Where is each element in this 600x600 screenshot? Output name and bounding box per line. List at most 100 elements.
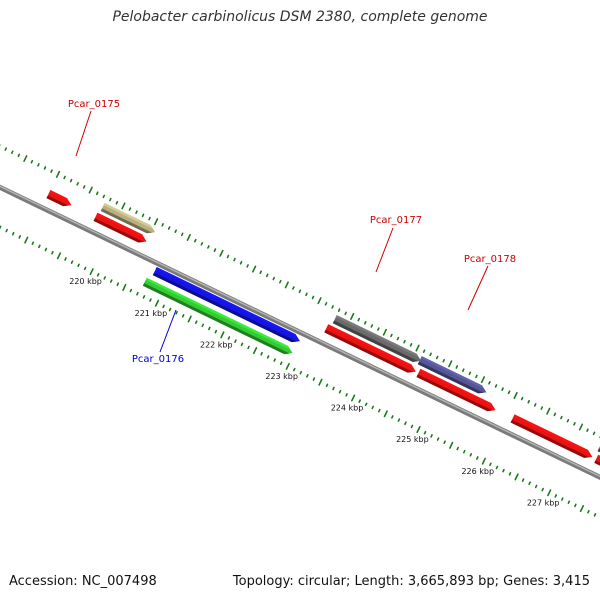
feature-highlight (155, 266, 298, 338)
inner-scale-tick (325, 383, 329, 388)
outer-scale-tick (501, 387, 504, 391)
inner-scale-tick (181, 314, 185, 318)
inner-scale-tick (397, 418, 401, 422)
outer-scale-tick (37, 163, 40, 167)
gene-label-pcar_0177[interactable]: Pcar_0177 (370, 215, 422, 226)
inner-scale-tick (266, 355, 270, 359)
inner-scale-tick (11, 231, 15, 236)
outer-scale-tick (43, 166, 47, 170)
outer-scale-tick (442, 358, 446, 363)
inner-scale-tick (521, 478, 525, 482)
inner-scale-tick (5, 228, 8, 233)
inner-scale-tick (56, 252, 62, 260)
feature-blue-arrow[interactable] (152, 266, 300, 343)
topology-text: Topology: circular; Length: 3,665,893 bp… (232, 574, 590, 589)
inner-scale-tick (574, 503, 577, 508)
outer-scale-tick (88, 186, 93, 194)
scale-label: 220 kbp (69, 277, 102, 286)
outer-scale-tick (409, 343, 413, 347)
feature-Pcar_0177[interactable] (332, 315, 422, 362)
outer-scale-tick (102, 194, 106, 199)
inner-scale-tick (593, 513, 597, 517)
outer-scale-tick (527, 399, 530, 404)
inner-scale-tick (423, 430, 427, 435)
feature-Pcar_0178[interactable] (417, 356, 487, 394)
leader-line-pcar_0178 (467, 265, 489, 311)
outer-scale-tick (578, 423, 584, 431)
scale-label: 226 kbp (461, 467, 494, 476)
feature-red-arrow-c[interactable] (416, 368, 496, 412)
inner-scale-tick (371, 405, 375, 410)
inner-scale-tick (96, 272, 100, 277)
inner-scale-tick (449, 441, 454, 449)
inner-scale-tick (587, 509, 590, 514)
inner-scale-tick (208, 326, 211, 331)
feature-highlight (513, 414, 590, 454)
feature-red-arrow-b[interactable] (324, 324, 416, 373)
outer-scale-tick (200, 242, 204, 246)
inner-scale-tick (306, 374, 309, 378)
outer-scale-tick (174, 229, 177, 233)
inner-scale-tick (18, 235, 22, 239)
inner-scale-tick (116, 282, 120, 287)
outer-scale-tick (533, 403, 537, 407)
inner-scale-tick (554, 494, 558, 498)
gene-label-pcar_0175[interactable]: Pcar_0175 (68, 99, 120, 110)
outer-scale-tick (226, 254, 230, 259)
scale-label: 223 kbp (265, 372, 298, 381)
inner-scale-tick (136, 291, 139, 296)
outer-scale-tick (17, 153, 21, 158)
outer-scale-tick (305, 292, 308, 297)
inner-scale-tick (416, 426, 421, 434)
inner-scale-tick (410, 424, 414, 429)
outer-scale-tick (475, 374, 478, 379)
outer-scale-tick (324, 302, 328, 306)
inner-scale-tick (345, 393, 348, 397)
outer-scale-tick (167, 226, 171, 230)
feature-shadow (417, 361, 484, 394)
outer-scale-tick (63, 175, 66, 180)
feature-red-arrow-a[interactable] (93, 212, 147, 243)
outer-scale-tick (69, 178, 73, 183)
inner-scale-tick (220, 331, 225, 339)
inner-scale-tick (514, 473, 519, 481)
outer-scale-tick (415, 344, 420, 352)
outer-scale-tick (480, 376, 486, 384)
inner-scale-tick (77, 263, 80, 268)
scale-label: 222 kbp (200, 340, 233, 349)
outer-scale-tick (213, 248, 217, 252)
feature-shadow (416, 374, 493, 412)
feature-red-arrow-left[interactable] (46, 190, 72, 207)
feature-Pcar_0176[interactable] (142, 277, 293, 355)
outer-scale-tick (403, 339, 406, 344)
inner-scale-tick (89, 268, 94, 276)
outer-scale-tick (279, 279, 282, 284)
feature-shadow (324, 329, 413, 373)
outer-scale-tick (513, 391, 518, 399)
inner-scale-tick (489, 462, 492, 467)
feature-highlight (103, 202, 153, 229)
feature-highlight (420, 356, 484, 389)
outer-scale-tick (448, 360, 453, 368)
inner-scale-tick (38, 244, 41, 249)
inner-scale-tick (234, 339, 237, 343)
scale-label: 225 kbp (396, 435, 429, 444)
inner-scale-tick (462, 449, 466, 454)
gene-label-pcar_0178[interactable]: Pcar_0178 (464, 254, 516, 265)
inner-scale-tick (528, 481, 531, 486)
inner-scale-tick (51, 250, 54, 255)
feature-Pcar_0175[interactable] (100, 202, 156, 234)
outer-scale-tick (259, 270, 262, 275)
outer-scale-tick (337, 308, 341, 312)
outer-scale-tick (148, 216, 151, 221)
inner-scale-tick (351, 394, 356, 402)
feature-shadow (142, 283, 290, 355)
gene-label-pcar_0176[interactable]: Pcar_0176 (132, 354, 184, 365)
feature-red-arrow-d[interactable] (510, 414, 593, 458)
outer-scale-tick (30, 159, 34, 164)
feature-highlight (419, 368, 494, 407)
outer-scale-tick (284, 281, 289, 289)
outer-scale-tick (488, 380, 491, 385)
outer-scale-tick (265, 273, 269, 278)
